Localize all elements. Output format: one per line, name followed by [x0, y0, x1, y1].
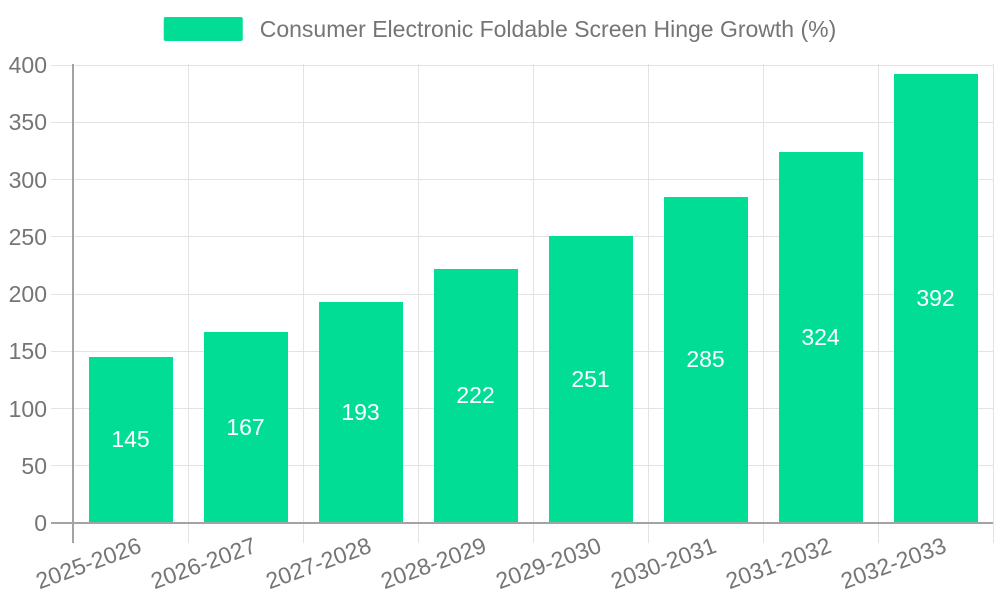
gridline-vertical: [878, 64, 879, 543]
x-axis-tick-label: 2029-2030: [491, 532, 605, 595]
y-axis-tick-label: 150: [8, 338, 47, 365]
y-axis-tick-label: 250: [8, 223, 47, 250]
gridline-vertical: [993, 64, 994, 543]
bar[interactable]: 324: [778, 152, 863, 523]
y-axis-tick-label: 300: [8, 166, 47, 193]
gridline-horizontal: [51, 293, 993, 295]
y-axis-tick-label: 200: [8, 281, 47, 307]
y-axis-tick-label: 0: [34, 510, 47, 536]
bar[interactable]: 167: [203, 331, 288, 523]
x-axis-tick-label: 2031-2032: [721, 532, 835, 595]
gridline-horizontal: [51, 408, 993, 409]
bar-value-label: 145: [111, 426, 150, 453]
bar[interactable]: 251: [548, 235, 633, 523]
bar[interactable]: 145: [88, 356, 173, 523]
bar[interactable]: 193: [318, 302, 403, 523]
x-axis-tick-label: 2030-2031: [606, 532, 720, 595]
legend-swatch: [163, 17, 243, 41]
x-axis-line: [51, 522, 993, 524]
legend-label: Consumer Electronic Foldable Screen Hing…: [259, 16, 837, 42]
x-axis-tick-label: 2028-2029: [376, 532, 490, 595]
gridline-vertical: [188, 64, 189, 543]
y-axis-tick-label: 100: [8, 395, 47, 422]
y-axis-tick-label: 50: [21, 452, 47, 479]
gridline-horizontal: [51, 465, 993, 467]
y-axis-tick-label: 350: [8, 109, 47, 136]
bar-value-label: 222: [456, 382, 495, 409]
gridline-horizontal: [51, 236, 993, 238]
gridline-horizontal: [51, 350, 993, 352]
y-axis-line: [72, 64, 74, 543]
x-axis-tick-label: 2027-2028: [261, 532, 375, 595]
gridline-vertical: [303, 64, 304, 543]
gridline-vertical: [418, 64, 419, 543]
x-axis-tick-label: 2026-2027: [146, 532, 260, 595]
bar-value-label: 193: [341, 398, 380, 425]
x-axis-tick-label: 2032-2033: [836, 532, 950, 595]
bar[interactable]: 285: [663, 196, 748, 523]
bar[interactable]: 222: [433, 268, 518, 523]
gridline-vertical: [763, 64, 764, 543]
gridline-vertical: [648, 64, 649, 543]
bar[interactable]: 392: [893, 74, 978, 523]
bar-value-label: 324: [801, 324, 840, 350]
gridline-vertical: [533, 64, 534, 543]
legend-item[interactable]: Consumer Electronic Foldable Screen Hing…: [163, 16, 837, 42]
x-axis-tick-label: 2025-2026: [31, 532, 145, 595]
bar-value-label: 392: [916, 285, 955, 312]
gridline-horizontal: [51, 179, 993, 180]
bar-value-label: 167: [226, 413, 265, 440]
bar-value-label: 285: [686, 346, 725, 373]
bar-value-label: 251: [571, 365, 610, 392]
y-axis-tick-label: 400: [8, 52, 47, 78]
gridline-horizontal: [51, 121, 993, 123]
gridline-horizontal: [51, 64, 993, 66]
